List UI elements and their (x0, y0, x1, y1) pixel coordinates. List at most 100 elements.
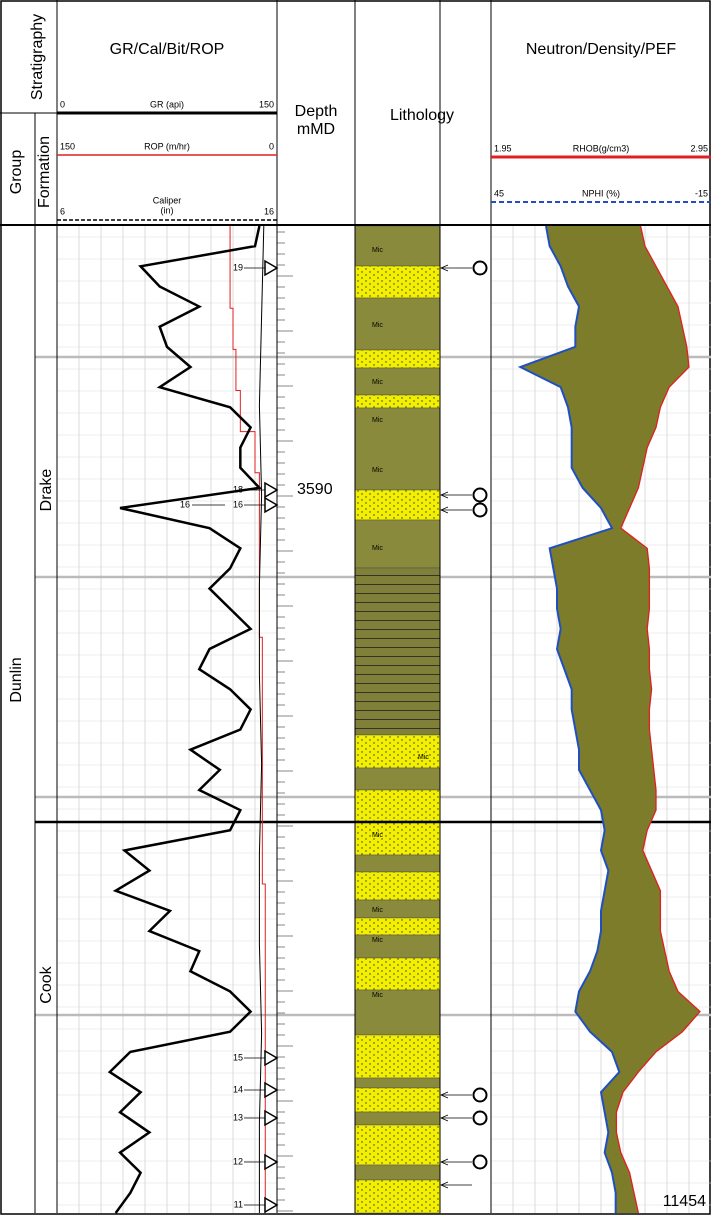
lithology-label: Mic (418, 754, 429, 761)
scale-unit: (in) (161, 205, 174, 215)
track-title: mMD (297, 121, 335, 138)
arrow-head (439, 506, 449, 514)
arrow-head (439, 1158, 449, 1166)
header-group: Group (8, 150, 25, 195)
core-number: 15 (233, 1052, 243, 1062)
core-number: 14 (233, 1084, 243, 1094)
lithology-label: Mic (372, 545, 383, 552)
lithology-bed (354, 917, 441, 936)
scale-min: 45 (494, 188, 504, 198)
core-triangle (264, 481, 279, 499)
lithology-bed (354, 789, 441, 823)
lithology-label: Mic (372, 992, 383, 999)
lithology-bed (354, 265, 441, 299)
lithology-bed (354, 854, 441, 873)
sample-circle (472, 1110, 488, 1126)
scale-label: GR (api) (150, 99, 184, 109)
lithology-bed (354, 1087, 441, 1113)
scale-max: 16 (264, 206, 274, 216)
lithology-bed (354, 567, 441, 736)
track-title: Depth (295, 103, 338, 120)
scale-min: 0 (60, 99, 65, 109)
lithology-bed (354, 957, 441, 991)
track-title: Neutron/Density/PEF (526, 41, 677, 58)
track-title: GR/Cal/Bit/ROP (110, 41, 225, 58)
curve (229, 226, 266, 1213)
core-number: 19 (233, 262, 243, 272)
nd-fill (520, 226, 700, 1213)
curve (517, 225, 621, 1213)
lithology-bed (354, 1034, 441, 1079)
scale-max: 2.95 (690, 143, 708, 153)
core-triangle (264, 1081, 279, 1099)
core-number: 13 (233, 1112, 243, 1122)
lithology-label: Mic (372, 907, 383, 914)
lithology-bed (354, 1124, 441, 1166)
lithology-bed (354, 1111, 441, 1126)
group-name: Dunlin (8, 657, 25, 702)
header-formation: Formation (36, 136, 53, 208)
sample-circle (472, 260, 488, 276)
lithology-bed (354, 407, 441, 491)
lithology-bed (354, 1077, 441, 1089)
scale-label: RHOB(g/cm3) (573, 143, 630, 153)
scale-label: Caliper (153, 195, 182, 205)
scale-min: 1.95 (494, 143, 512, 153)
well-id: 11454 (663, 1193, 706, 1210)
lithology-bed (354, 297, 441, 351)
scale-max: -15 (695, 188, 708, 198)
scale-max: 0 (269, 141, 274, 151)
sample-circle (472, 502, 488, 518)
lithology-label: Mic (372, 417, 383, 424)
lithology-bed (354, 1164, 441, 1181)
depth-label: 3590 (297, 481, 333, 498)
lithology-bed (354, 394, 441, 409)
core-triangle (264, 1109, 279, 1127)
formation-name: Drake (38, 469, 55, 512)
core-triangle (264, 1049, 279, 1067)
arrow-head (439, 264, 449, 272)
scale-label: ROP (m/hr) (144, 141, 190, 151)
core-triangle (264, 259, 279, 277)
core-number: 16 (233, 499, 243, 509)
lithology-bed (354, 519, 441, 569)
curve (615, 225, 701, 1214)
core-triangle (264, 496, 279, 514)
curve (258, 225, 265, 1213)
lithology-label: Mic (372, 832, 383, 839)
lithology-bed (354, 821, 441, 856)
sample-circle (472, 487, 488, 503)
sample-circle (472, 1087, 488, 1103)
scale-min: 6 (60, 206, 65, 216)
core-triangle (264, 1196, 279, 1214)
lithology-bed (354, 934, 441, 959)
lithology-bed (354, 367, 441, 396)
lithology-label: Mic (372, 937, 383, 944)
lithology-bed (354, 899, 441, 919)
core-triangle (264, 1153, 279, 1171)
core-number: 16 (180, 499, 190, 509)
scale-min: 150 (60, 141, 75, 151)
lithology-bed (354, 225, 441, 267)
lithology-label: Mic (372, 379, 383, 386)
lithology-bed (354, 767, 441, 791)
lithology-bed (354, 489, 441, 521)
lithology-bed (354, 1179, 441, 1214)
core-number: 18 (233, 484, 243, 494)
curve (107, 225, 262, 1214)
core-number: 11 (234, 1199, 243, 1209)
lithology-bed (354, 989, 441, 1036)
lithology-bed (354, 349, 441, 369)
header-stratigraphy: Stratigraphy (29, 14, 46, 100)
scale-label: NPHI (%) (582, 188, 620, 198)
arrow-head (439, 1091, 449, 1099)
core-number: 12 (233, 1156, 243, 1166)
lithology-label: Mic (372, 467, 383, 474)
arrow-head (439, 491, 449, 499)
arrow-head (439, 1181, 449, 1189)
arrow-head (439, 1114, 449, 1122)
lithology-label: Mic (372, 247, 383, 254)
